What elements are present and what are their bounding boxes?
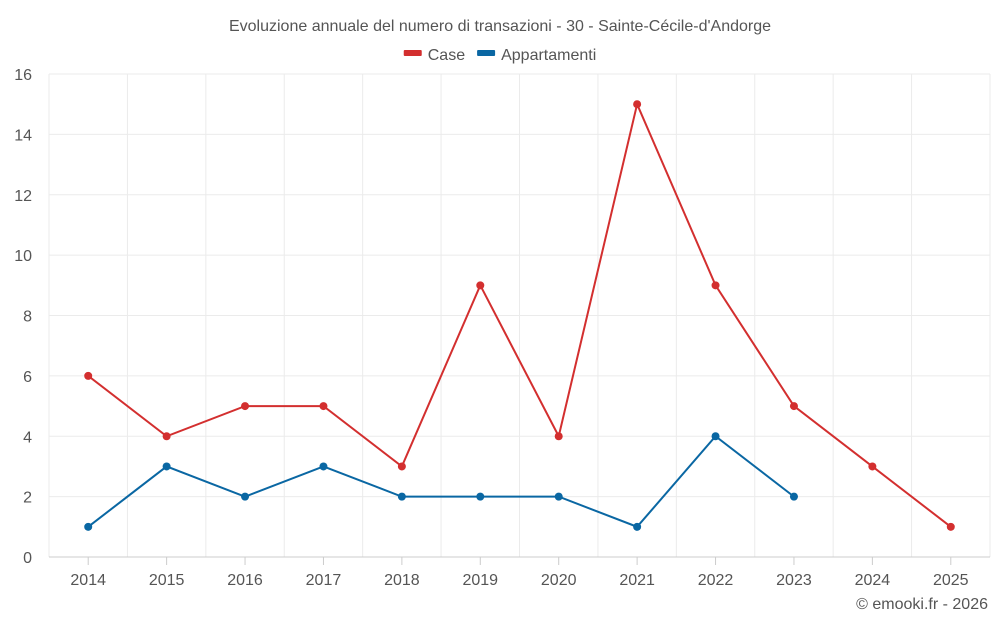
x-tick-label: 2016 [227,572,263,589]
data-point[interactable] [319,402,328,411]
data-point[interactable] [554,492,563,501]
y-tick-label: 14 [14,127,32,144]
y-tick-label: 4 [23,429,32,446]
x-tick-label: 2018 [384,572,420,589]
x-tick-label: 2022 [698,572,734,589]
x-tick-label: 2015 [149,572,185,589]
data-point[interactable] [162,462,171,471]
chart-title: Evoluzione annuale del numero di transaz… [229,18,771,35]
legend-item-appartamenti[interactable]: Appartamenti [477,47,596,64]
x-tick-label: 2023 [776,572,812,589]
series-appartamenti [84,432,798,531]
legend-label: Appartamenti [501,47,596,64]
y-tick-label: 16 [14,67,32,84]
y-tick-label: 12 [14,188,32,205]
data-point[interactable] [476,281,485,290]
data-point[interactable] [397,462,406,471]
x-tick-label: 2021 [619,572,655,589]
legend-item-case[interactable]: Case [403,47,465,64]
legend-swatch [403,50,422,56]
data-point[interactable] [711,281,720,290]
x-axis: 2014 2015 2016 2017 2018 2019 2020 2021 2022 2023… [70,557,969,589]
data-point[interactable] [319,462,328,471]
series-case [84,100,955,531]
x-tick-label: 2017 [306,572,342,589]
legend-label: Case [428,47,465,64]
series-line [87,434,795,528]
data-point[interactable] [946,522,955,531]
y-tick-label: 6 [23,369,32,386]
y-tick-label: 10 [14,248,32,265]
y-tick-label: 0 [23,550,32,567]
data-point[interactable] [789,492,798,501]
credit-text: © emooki.fr - 2026 [856,596,988,613]
data-point[interactable] [633,522,642,531]
y-tick-label: 2 [23,490,32,507]
data-point[interactable] [711,432,720,441]
data-point[interactable] [162,432,171,441]
data-point[interactable] [789,402,798,411]
series-line [87,101,952,528]
x-tick-label: 2019 [462,572,498,589]
y-axis: 0 2 4 6 8 10 12 14 16 [14,67,32,567]
x-tick-label: 2024 [855,572,891,589]
legend-swatch [477,50,496,56]
data-point[interactable] [397,492,406,501]
grid [48,73,991,558]
data-point[interactable] [868,462,877,471]
data-point[interactable] [84,371,93,380]
data-point[interactable] [554,432,563,441]
series-group [84,100,955,531]
data-point[interactable] [633,100,642,109]
data-point[interactable] [241,492,250,501]
x-tick-label: 2020 [541,572,577,589]
x-tick-label: 2014 [70,572,106,589]
legend: Case Appartamenti [403,47,596,64]
y-tick-label: 8 [23,309,32,326]
data-point[interactable] [241,402,250,411]
data-point[interactable] [476,492,485,501]
x-tick-label: 2025 [933,572,969,589]
data-point[interactable] [84,522,93,531]
